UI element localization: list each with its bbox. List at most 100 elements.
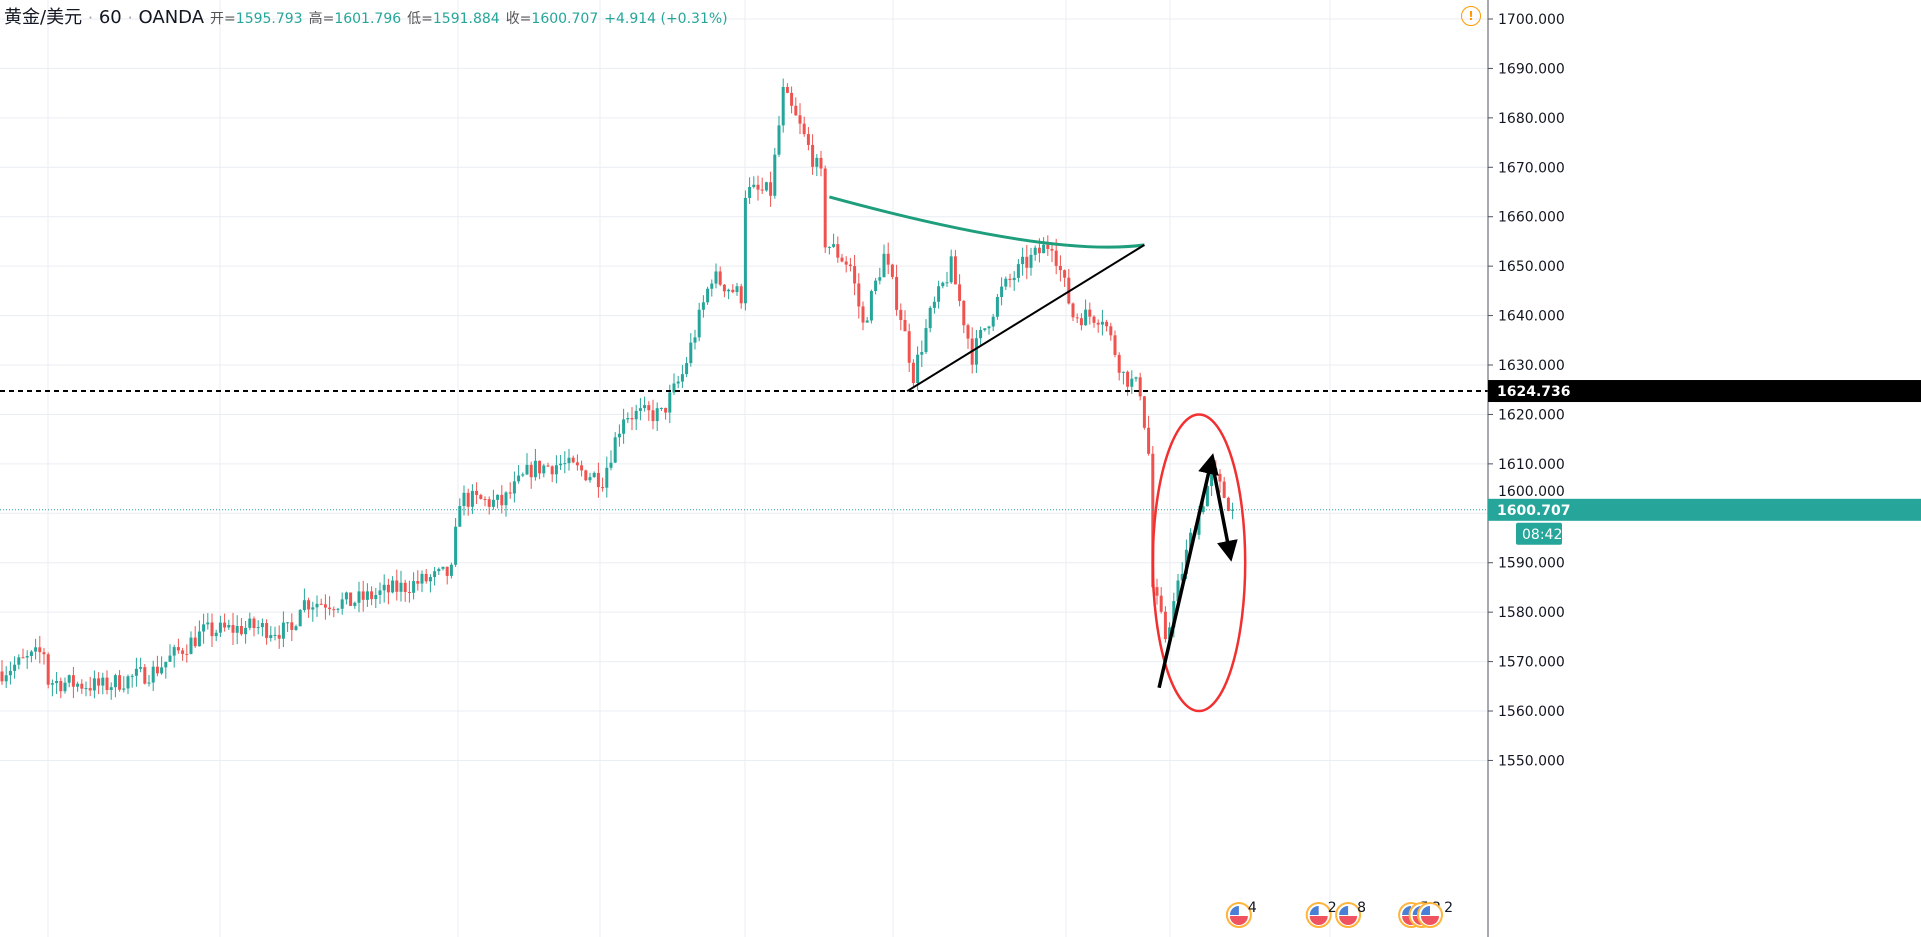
candle-body <box>1096 322 1100 325</box>
axis-tick-label: 1580.000 <box>1498 605 1565 621</box>
candle-body <box>349 592 353 606</box>
candle-body <box>1021 256 1025 265</box>
candle-body <box>580 465 584 471</box>
event-flag-us[interactable]: 4 <box>1225 900 1257 928</box>
candle-body <box>1180 574 1184 581</box>
candle-body <box>710 283 714 289</box>
event-flag-us[interactable]: 8 <box>1335 900 1366 928</box>
candle-body <box>1172 601 1176 628</box>
candle-body <box>559 463 563 466</box>
candle-body <box>307 600 311 610</box>
flag-stars-icon <box>1339 906 1349 915</box>
candle-body <box>727 289 731 292</box>
symbol-name[interactable]: 黄金/美元 <box>4 7 83 28</box>
candle-body <box>651 410 655 422</box>
candle-body <box>1012 277 1016 281</box>
flag-stripes-icon <box>1339 916 1358 925</box>
candle-body <box>105 677 109 690</box>
candle-body <box>1163 611 1167 640</box>
candle-body <box>1046 244 1050 249</box>
candle-body <box>685 363 689 375</box>
candle-body <box>529 464 533 478</box>
candle-body <box>403 582 407 593</box>
candle-body <box>256 627 260 629</box>
candle-body <box>836 244 840 258</box>
candle-body <box>160 667 164 674</box>
candle-body <box>882 253 886 278</box>
candle-body <box>584 470 588 481</box>
candle-body <box>269 635 273 639</box>
candle-body <box>126 676 130 689</box>
candle-body <box>953 256 957 285</box>
candle-body <box>260 623 264 628</box>
candle-body <box>298 610 302 627</box>
candle-body <box>13 664 17 671</box>
candle-body <box>689 342 693 364</box>
candle-body <box>273 634 277 636</box>
candle-body <box>659 407 663 409</box>
candle-body <box>59 680 63 692</box>
candle-body <box>844 261 848 265</box>
candle-body <box>286 622 290 624</box>
candle-body <box>1147 427 1151 454</box>
resistance-arc <box>829 195 1145 249</box>
candle-body <box>1126 371 1130 387</box>
candle-body <box>496 494 500 500</box>
event-count: 2 <box>1328 900 1337 916</box>
candle-body <box>517 475 521 482</box>
candle-body <box>80 683 84 689</box>
candle-body <box>832 244 836 247</box>
candle-body <box>773 154 777 196</box>
open-value: 1595.793 <box>235 11 303 27</box>
alert-icon[interactable]: ! <box>1461 6 1481 26</box>
candle-body <box>109 687 113 690</box>
candle-body <box>987 326 991 329</box>
candle-body <box>848 264 852 267</box>
candle-body <box>735 286 739 293</box>
flag-stars-icon <box>1309 906 1319 915</box>
candle-body <box>122 688 126 690</box>
candle-body <box>777 125 781 155</box>
candle-body <box>302 600 306 611</box>
candle-body <box>71 675 75 687</box>
candle-body <box>214 632 218 637</box>
candle-body <box>714 271 718 284</box>
candle-body <box>1075 317 1079 319</box>
candle-body <box>466 492 470 507</box>
axis-tick-label: 1560.000 <box>1498 704 1565 720</box>
candle-body <box>752 184 756 187</box>
candle-body <box>626 418 630 420</box>
candle-body <box>475 490 479 495</box>
candle-body <box>739 286 743 304</box>
candle-body <box>437 568 441 572</box>
candle-body <box>323 604 327 608</box>
candle-body <box>760 189 764 191</box>
axis-tick-label: 1670.000 <box>1498 160 1565 176</box>
candle-body <box>722 284 726 292</box>
candle-body <box>798 115 802 124</box>
candle-body <box>643 405 647 409</box>
candle-body <box>890 264 894 277</box>
candle-body <box>995 296 999 317</box>
axis-tick-label: 1660.000 <box>1498 210 1565 226</box>
candle-body <box>937 286 941 302</box>
axis-tick-label: 1590.000 <box>1498 556 1565 572</box>
interval[interactable]: 60 <box>98 7 122 28</box>
candle-body <box>554 465 558 475</box>
candle-body <box>1151 453 1155 588</box>
candle-body <box>340 599 344 609</box>
candle-body <box>311 607 315 610</box>
candle-body <box>928 307 932 329</box>
candle-body <box>1197 512 1201 535</box>
event-flag-us[interactable]: 2 <box>1417 900 1453 928</box>
candle-body <box>542 465 546 474</box>
candle-body <box>500 494 504 506</box>
candle-body <box>785 86 789 93</box>
low-value: 1591.884 <box>432 11 500 27</box>
event-flag-us[interactable]: 2 <box>1305 900 1337 928</box>
candle-body <box>962 300 966 326</box>
candle-body <box>1168 627 1172 640</box>
candle-body <box>525 464 529 475</box>
arrow <box>1157 453 1219 689</box>
